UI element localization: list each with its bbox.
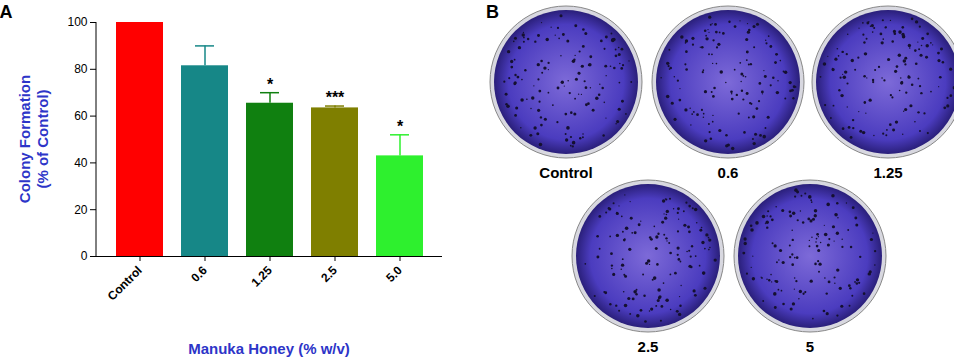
svg-text:1.25: 1.25: [873, 164, 902, 181]
svg-text:60: 60: [74, 109, 88, 123]
svg-text:***: ***: [326, 89, 345, 106]
svg-text:0.6: 0.6: [188, 263, 210, 285]
svg-text:B: B: [486, 2, 499, 22]
svg-text:80: 80: [74, 62, 88, 76]
svg-text:0: 0: [81, 249, 88, 263]
svg-text:2.5: 2.5: [318, 263, 340, 285]
svg-text:100: 100: [67, 15, 87, 29]
svg-text:*: *: [397, 118, 404, 135]
svg-text:A: A: [0, 2, 13, 22]
svg-text:Control: Control: [105, 263, 145, 303]
svg-text:*: *: [267, 76, 274, 93]
svg-text:Manuka Honey (% w/v): Manuka Honey (% w/v): [188, 340, 350, 357]
svg-text:Colony Formation(% of Control): Colony Formation(% of Control): [16, 75, 51, 203]
svg-text:0.6: 0.6: [718, 164, 739, 181]
svg-text:40: 40: [74, 156, 88, 170]
svg-text:Control: Control: [539, 164, 592, 181]
svg-text:5.0: 5.0: [383, 263, 405, 285]
svg-text:20: 20: [74, 203, 88, 217]
svg-text:2.5: 2.5: [638, 338, 659, 355]
svg-text:1.25: 1.25: [248, 263, 275, 290]
svg-text:5: 5: [806, 338, 814, 355]
